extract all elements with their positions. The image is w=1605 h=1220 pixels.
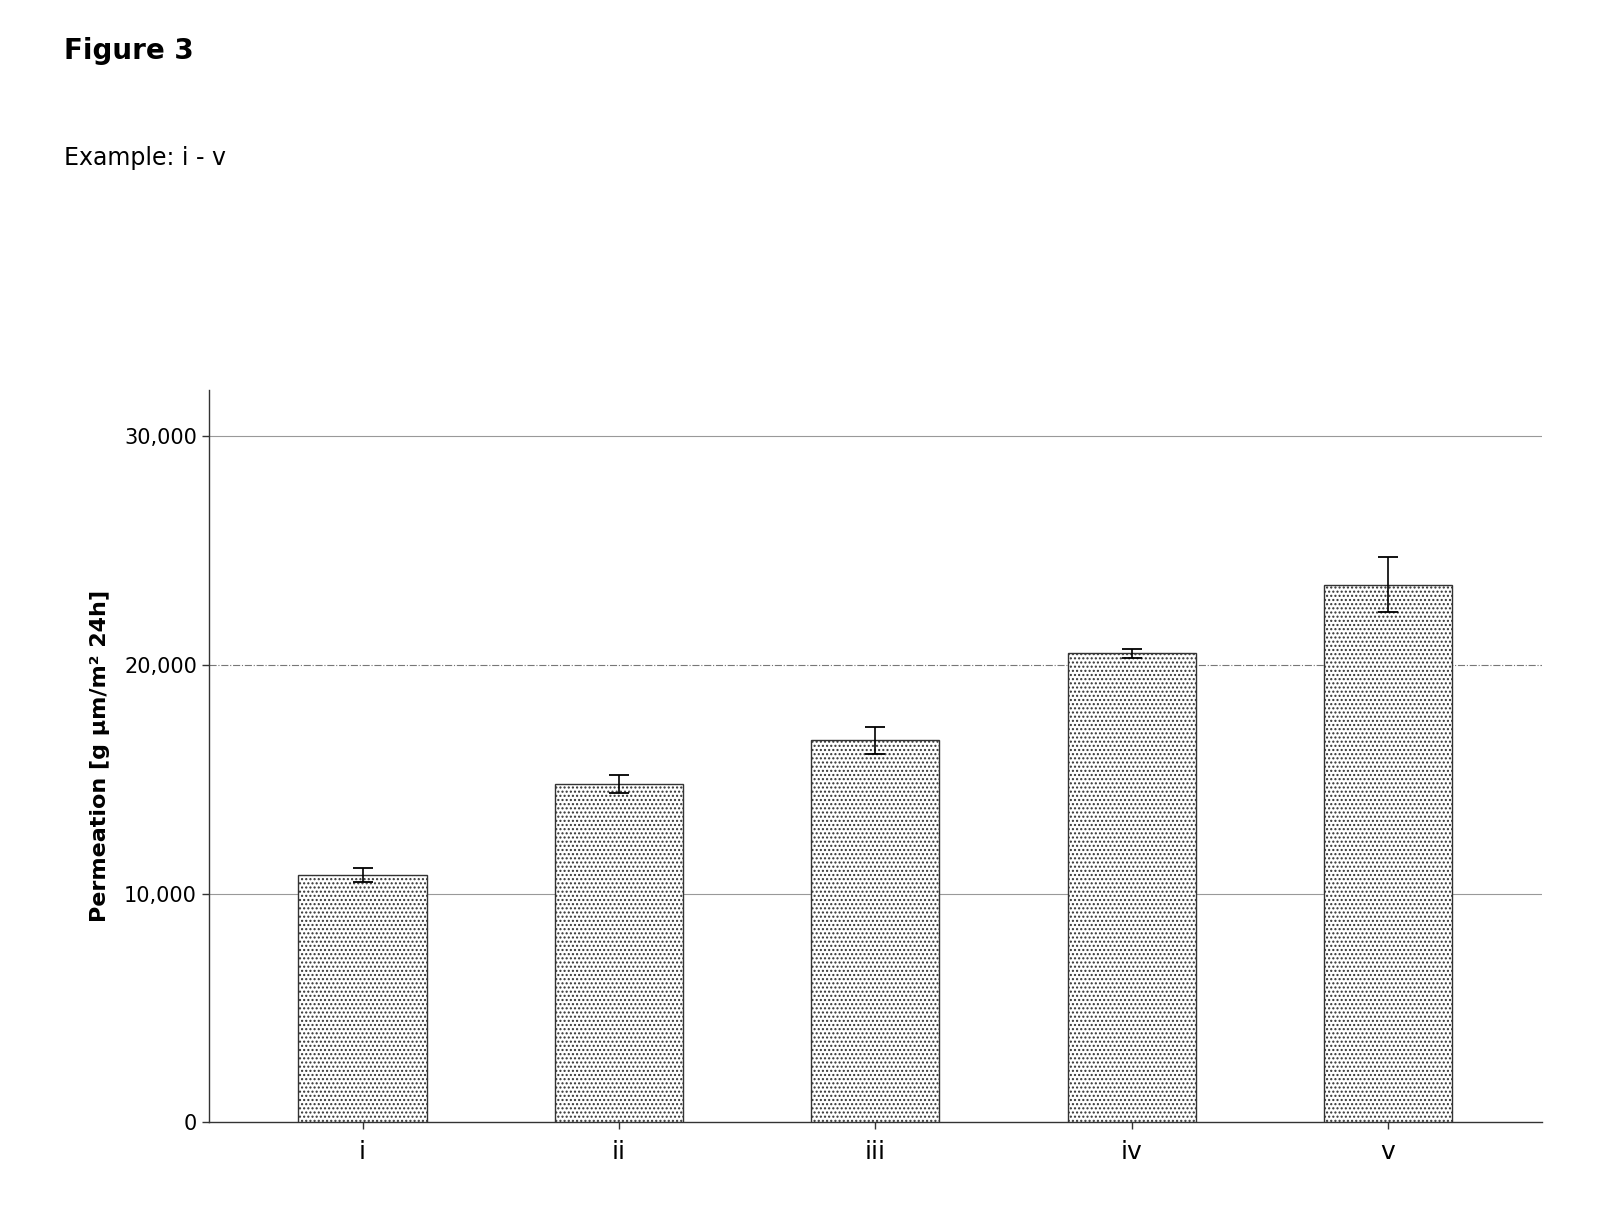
Bar <box>1323 584 1451 1122</box>
Bar <box>299 876 427 1122</box>
Text: Example: i - v: Example: i - v <box>64 146 226 171</box>
Text: Figure 3: Figure 3 <box>64 37 194 65</box>
Bar <box>811 741 939 1122</box>
Bar <box>1067 654 1196 1122</box>
Y-axis label: Permeation [g μm/m² 24h]: Permeation [g μm/m² 24h] <box>90 590 111 922</box>
Bar <box>554 784 682 1122</box>
